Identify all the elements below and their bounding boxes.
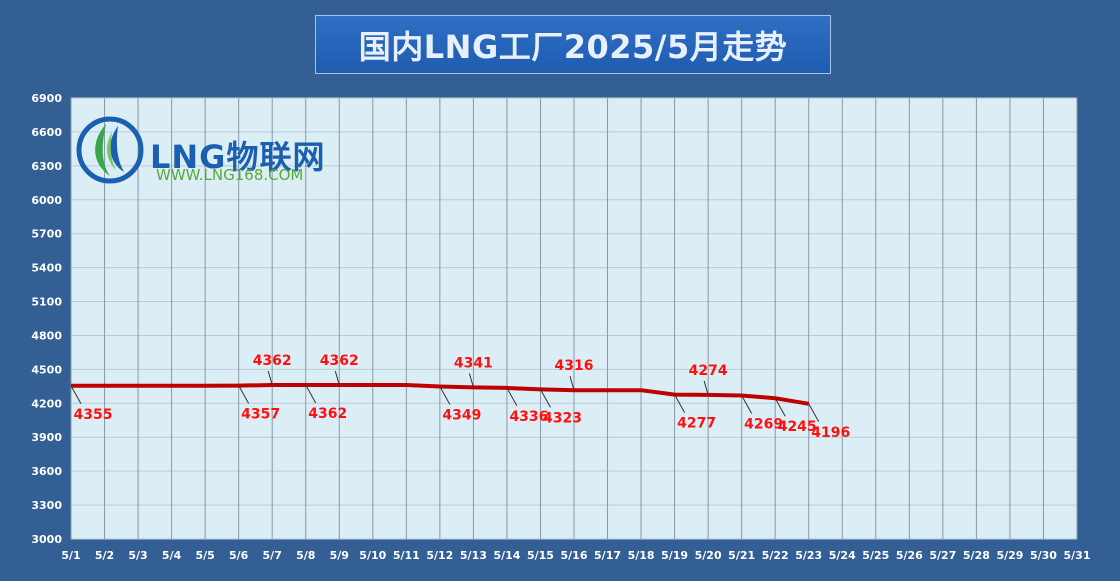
chart-title-box: 国内LNG工厂2025/5月走势 [315,15,831,74]
x-tick-label: 5/23 [795,549,822,562]
x-tick-label: 5/9 [330,549,349,562]
label-leaders [70,370,820,423]
data-label: 4362 [320,353,359,369]
data-label: 4362 [253,353,292,369]
x-tick-label: 5/27 [929,549,956,562]
label-leader-line [674,394,686,413]
label-leader-line [741,395,753,414]
data-label: 4323 [543,410,582,426]
data-label: 4269 [744,417,783,433]
x-tick-label: 5/28 [963,549,990,562]
label-leader-line [540,389,551,408]
data-label: 4357 [241,407,280,423]
x-tick-label: 5/18 [628,549,655,562]
y-tick-label: 3900 [31,431,62,444]
x-tick-label: 5/7 [263,549,282,562]
label-leader-line [703,380,709,396]
y-axis-ticks: 3000 3300 3600 3900 4200 4500 4800 5100 5400 5700… [31,92,62,546]
label-leader-line [334,370,340,386]
y-tick-label: 4500 [31,363,62,376]
x-tick-label: 5/22 [762,549,789,562]
data-label: 4274 [689,363,728,379]
x-tick-label: 5/13 [460,549,487,562]
data-label: 4316 [555,358,594,374]
y-tick-label: 5700 [31,228,62,241]
x-axis-ticks: 5/1 5/2 5/3 5/4 5/5 5/6 5/7 5/8 5/9 5/10 5/11 5/12 5… [61,549,1090,562]
y-tick-label: 4800 [31,329,62,342]
data-label: 4336 [509,409,548,425]
x-tick-label: 5/11 [393,549,420,562]
x-tick-label: 5/15 [527,549,554,562]
chart-title: 国内LNG工厂2025/5月走势 [358,27,788,66]
y-tick-label: 6900 [31,92,62,105]
x-tick-label: 5/17 [594,549,621,562]
x-tick-label: 5/2 [95,549,114,562]
logo-name: LNG物联网 [150,138,326,176]
x-tick-label: 5/26 [896,549,923,562]
x-tick-label: 5/21 [728,549,755,562]
x-tick-label: 5/30 [1030,549,1057,562]
x-tick-label: 5/25 [862,549,889,562]
label-leader-line [70,385,82,405]
label-leader-line [808,403,820,423]
label-leader-line [305,384,317,404]
data-label: 4362 [308,406,347,422]
logo-url: WWW.LNG168.COM [156,166,304,184]
x-tick-label: 5/1 [61,549,80,562]
y-tick-label: 6600 [31,126,62,139]
data-label: 4245 [778,419,817,435]
label-leader-line [267,370,273,386]
label-leader-line [506,387,518,407]
label-leader-line [569,376,575,391]
label-leader-line [439,386,451,405]
x-tick-label: 5/5 [195,549,214,562]
x-tick-label: 5/14 [493,549,520,562]
x-tick-label: 5/10 [359,549,386,562]
x-tick-label: 5/16 [561,549,588,562]
logo: LNG物联网 WWW.LNG168.COM [76,112,356,192]
x-tick-label: 5/20 [695,549,722,562]
label-leader-line [774,397,786,417]
x-tick-label: 5/12 [426,549,453,562]
data-label: 4341 [454,355,493,371]
x-tick-label: 5/6 [229,549,249,562]
y-tick-label: 6000 [31,194,62,207]
x-tick-label: 5/4 [162,549,182,562]
label-leader-line [238,385,250,404]
data-label: 4196 [811,425,850,441]
x-tick-label: 5/8 [296,549,315,562]
x-tick-label: 5/19 [661,549,688,562]
label-leader-line [468,373,474,388]
data-label: 4277 [677,416,716,432]
x-tick-label: 5/29 [996,549,1023,562]
y-tick-label: 4200 [31,397,62,410]
y-tick-label: 6300 [31,160,62,173]
data-label: 4355 [74,407,113,423]
x-tick-label: 5/24 [829,549,856,562]
data-label: 4349 [442,407,481,423]
x-tick-label: 5/31 [1064,549,1091,562]
y-tick-label: 5100 [31,296,62,309]
logo-emblem-icon [76,116,144,184]
y-tick-label: 3300 [31,499,62,512]
x-tick-label: 5/3 [128,549,147,562]
grid-lines [70,97,1078,540]
y-tick-label: 3000 [31,533,62,546]
y-tick-label: 5400 [31,262,62,275]
y-tick-label: 3600 [31,465,62,478]
